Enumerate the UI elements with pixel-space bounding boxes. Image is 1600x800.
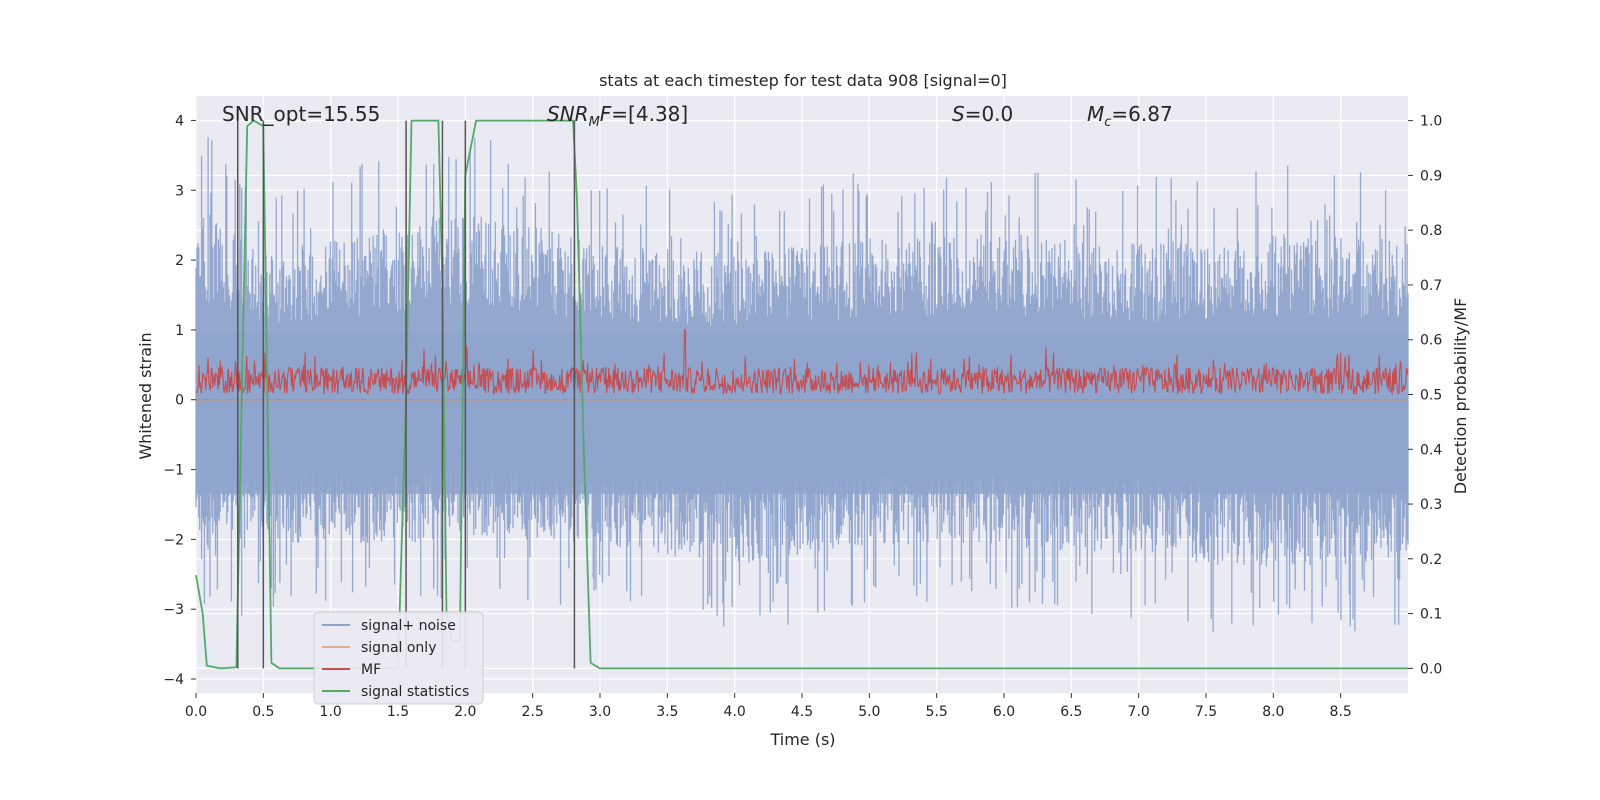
- y-tick-label-right: 0.1: [1420, 607, 1442, 623]
- x-tick-label: 7.0: [1128, 704, 1150, 720]
- legend-label-mf: MF: [361, 662, 381, 678]
- legend: signal+ noise signal only MF signal stat…: [313, 611, 484, 705]
- y-tick-label-left: 1: [175, 323, 184, 339]
- chart-title: stats at each timestep for test data 908…: [599, 71, 1007, 90]
- y-tick-label-right: 0.2: [1420, 552, 1442, 568]
- legend-label-signal-only: signal only: [361, 640, 436, 656]
- x-tick-label: 5.5: [926, 704, 948, 720]
- x-tick-label: 5.0: [858, 704, 880, 720]
- vertical-markers: [236, 120, 576, 669]
- y-tick-label-left: −3: [163, 602, 184, 618]
- annotation-mc: Mc=6.87: [1087, 102, 1173, 130]
- x-tick-label: 4.0: [724, 704, 746, 720]
- y-tick-label-right: 0.6: [1420, 333, 1442, 349]
- legend-label-signal-statistics: signal statistics: [361, 684, 469, 700]
- legend-label-signal-noise: signal+ noise: [361, 618, 456, 634]
- y-tick-label-right: 0.8: [1420, 223, 1442, 239]
- y-tick-label-right: 1.0: [1420, 114, 1442, 130]
- y-tick-label-right: 0.7: [1420, 278, 1442, 294]
- x-tick-label: 4.5: [791, 704, 813, 720]
- x-tick-label: 2.5: [522, 704, 544, 720]
- series-mf: [195, 329, 1409, 396]
- axes: 0.0 0.5 1.0 1.5 2.0 2.5 3.0 3.5 4.0 4.5 5.0 5.5 6.0 6…: [163, 113, 1442, 720]
- x-tick-label: 8.5: [1330, 704, 1352, 720]
- legend-box: [313, 611, 484, 705]
- y-tick-label-left: 0: [175, 393, 184, 409]
- x-tick-label: 1.0: [320, 704, 342, 720]
- x-tick-label: 7.5: [1195, 704, 1217, 720]
- signal-noise-layer: [195, 137, 1409, 632]
- x-tick-label: 3.5: [656, 704, 678, 720]
- y-tick-label-left: −1: [163, 463, 184, 479]
- y-tick-label-right: 0.9: [1420, 168, 1442, 184]
- annotation-snr-opt: SNR_opt=15.55: [222, 102, 380, 126]
- annotation-s: S=0.0: [952, 102, 1013, 126]
- y-axis-label-right: Detection probability/MF: [1451, 298, 1470, 495]
- x-tick-label: 0.5: [252, 704, 274, 720]
- annotation-snr-mf: SNRMF=[4.38]: [547, 102, 688, 130]
- x-tick-label: 0.0: [185, 704, 207, 720]
- y-tick-label-left: −2: [163, 532, 184, 548]
- y-tick-label-right: 0.4: [1420, 442, 1442, 458]
- x-tick-label: 3.0: [589, 704, 611, 720]
- x-axis-label: Time (s): [769, 730, 835, 749]
- x-tick-label: 6.0: [993, 704, 1015, 720]
- x-tick-label: 6.5: [1060, 704, 1082, 720]
- mf-layer: [195, 329, 1409, 396]
- y-tick-label-left: 3: [175, 183, 184, 199]
- y-tick-label-right: 0.5: [1420, 388, 1442, 404]
- series-signal-noise-core: [196, 333, 1408, 494]
- x-tick-label: 1.5: [387, 704, 409, 720]
- y-axis-label-left: Whitened strain: [136, 332, 155, 459]
- y-tick-label-left: −4: [163, 672, 184, 688]
- x-tick-label: 2.0: [454, 704, 476, 720]
- y-tick-label-right: 0.0: [1420, 661, 1442, 677]
- x-tick-label: 8.0: [1262, 704, 1284, 720]
- y-tick-label-right: 0.3: [1420, 497, 1442, 513]
- y-tick-label-left: 2: [175, 253, 184, 269]
- y-tick-label-left: 4: [175, 113, 184, 129]
